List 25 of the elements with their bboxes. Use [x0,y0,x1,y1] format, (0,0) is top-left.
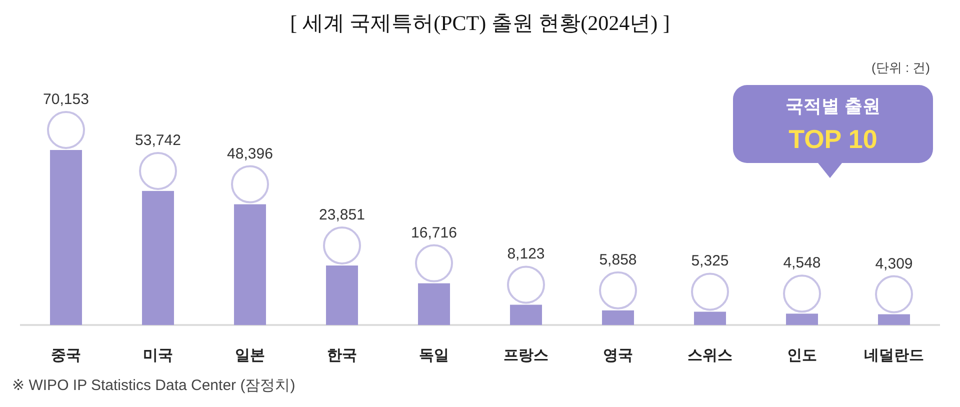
data-label: 8,123 [507,246,545,263]
data-label: 53,742 [135,132,181,149]
x-tick-label: 영국 [603,347,633,364]
x-tick-label: 스위스 [688,347,732,364]
data-label: 16,716 [411,224,457,242]
data-label: 70,153 [43,91,89,108]
x-tick-label: 네덜란드 [864,347,924,364]
data-label: 5,858 [599,251,637,268]
data-label: 23,851 [319,206,365,224]
annotation: TOP 10 [788,124,878,154]
text: ※ WIPO IP Statistics Data Center (잠정치) [12,377,296,394]
x-tick-label: 중국 [51,347,81,364]
data-label: 5,325 [691,252,729,270]
data-label: 48,396 [227,145,273,162]
x-tick-label: 일본 [235,347,265,364]
text: 국적별 출원 [785,96,881,116]
x-tick-label: 미국 [143,347,173,364]
x-tick-label: 독일 [419,347,449,364]
text: (단위 : 건) [872,60,930,75]
x-tick-label: 프랑스 [504,347,548,364]
data-label: 4,309 [875,255,913,272]
chart-title: [ 세계 국제특허(PCT) 출원 현황(2024년) ] [290,11,670,35]
x-tick-label: 인도 [787,347,817,364]
x-tick-label: 한국 [327,347,357,364]
data-label: 4,548 [783,254,821,272]
